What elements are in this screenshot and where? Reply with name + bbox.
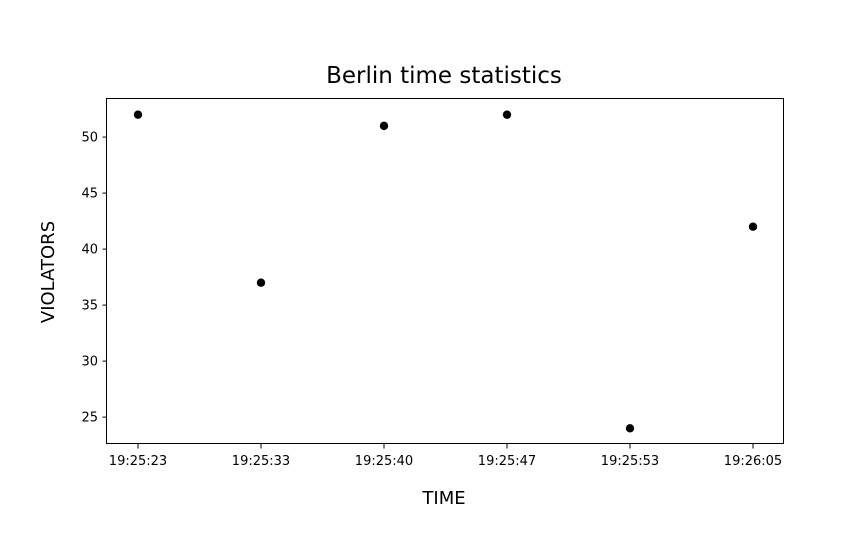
y-tick-label: 35: [81, 299, 98, 314]
data-point: [256, 278, 266, 287]
chart-title: Berlin time statistics: [326, 63, 562, 89]
data-point: [625, 424, 635, 433]
x-tick-label: 19:26:05: [724, 454, 782, 469]
x-axis-label: TIME: [421, 488, 465, 509]
data-point: [379, 121, 389, 131]
y-tick-label: 30: [81, 355, 98, 370]
x-tick-label: 19:25:47: [478, 454, 536, 469]
y-axis: 25 30 35 40 45 50: [81, 131, 107, 426]
x-tick-label: 19:25:53: [601, 454, 659, 469]
x-axis: 19:25:23 19:25:33 19:25:40 19:25:47 19:25:53…: [109, 444, 782, 469]
x-tick-label: 19:25:33: [232, 454, 290, 469]
data-point: [502, 110, 512, 119]
x-tick-label: 19:25:23: [109, 454, 167, 469]
y-tick-label: 25: [81, 411, 98, 426]
y-axis-label: VIOLATORS: [38, 221, 59, 323]
y-tick-label: 50: [81, 131, 98, 146]
y-tick-label: 45: [81, 187, 98, 202]
y-tick-label: 40: [81, 243, 98, 258]
x-tick-label: 19:25:40: [355, 454, 413, 469]
plot-area: [106, 98, 784, 444]
data-points: [133, 110, 758, 433]
data-point: [748, 222, 758, 231]
data-point: [133, 110, 143, 119]
